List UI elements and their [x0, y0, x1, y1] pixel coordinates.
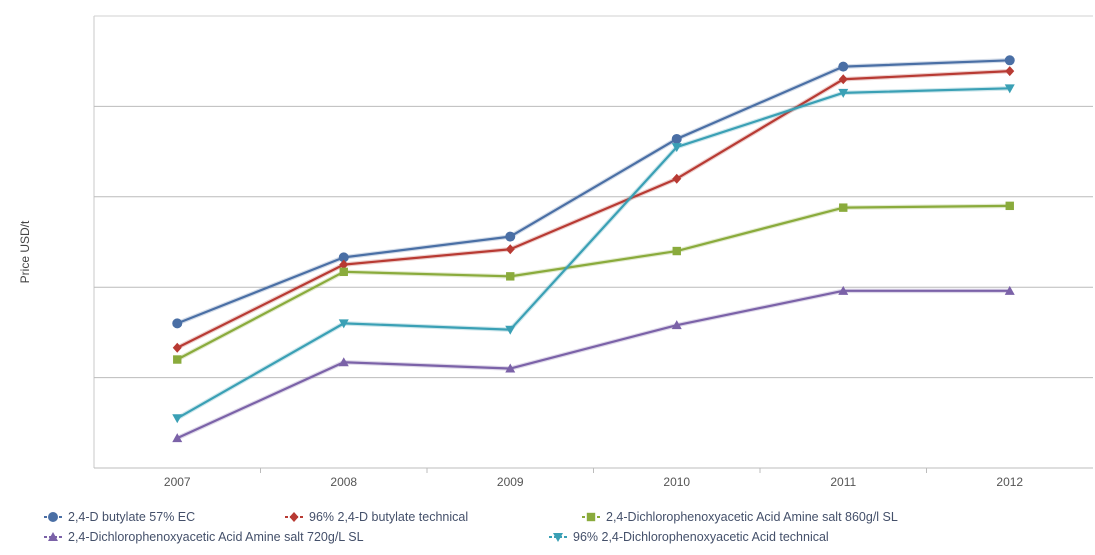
data-point: [838, 88, 849, 98]
legend-label: 96% 2,4-Dichlorophenoxyacetic Acid techn…: [573, 530, 829, 544]
series-line-halo: [176, 68, 1010, 350]
data-point: [172, 318, 183, 329]
plot-area: [93, 15, 1093, 473]
legend-label: 2,4-Dichlorophenoxyacetic Acid Amine sal…: [606, 510, 898, 524]
legend-item: 96% 2,4-D butylate technical: [285, 510, 468, 524]
legend-label: 2,4-Dichlorophenoxyacetic Acid Amine sal…: [68, 530, 364, 544]
data-point: [339, 267, 348, 277]
data-point: [838, 285, 849, 295]
series-group: [172, 285, 1015, 443]
series-line-halo: [176, 203, 1010, 362]
legend-swatch-marker: [48, 512, 58, 522]
legend-item: 96% 2,4-Dichlorophenoxyacetic Acid techn…: [549, 530, 829, 544]
y-axis-label: Price USD/t: [18, 220, 32, 283]
data-point: [172, 414, 183, 424]
series-group: [173, 201, 1014, 364]
x-tick-label: 2007: [164, 475, 191, 489]
legend-label: 96% 2,4-D butylate technical: [309, 510, 468, 524]
data-point: [338, 252, 349, 263]
data-point: [505, 325, 516, 335]
data-point: [506, 272, 515, 281]
data-point: [838, 61, 849, 72]
x-tick-label: 2012: [996, 475, 1023, 489]
series-line-halo: [176, 288, 1010, 441]
x-tick-label: 2010: [663, 475, 690, 489]
data-point: [339, 259, 349, 270]
data-point: [1005, 66, 1015, 77]
data-point: [671, 143, 682, 153]
data-point: [505, 244, 515, 255]
data-point: [1004, 84, 1015, 94]
legend-swatch-marker: [48, 532, 58, 541]
legend-swatch-marker: [289, 512, 299, 522]
series-group: [172, 84, 1015, 424]
x-tick-label: 2011: [830, 475, 856, 489]
series-line: [176, 289, 1010, 440]
legend-label: 2,4-D butylate 57% EC: [68, 510, 195, 524]
legend-item: 2,4-D butylate 57% EC: [44, 510, 195, 524]
series-group: [172, 55, 1015, 329]
series-line: [176, 204, 1010, 361]
data-point: [338, 357, 349, 367]
data-point: [671, 320, 682, 330]
series-line-halo: [176, 86, 1010, 421]
legend-swatch-marker: [586, 512, 596, 522]
data-point: [671, 133, 682, 144]
legend-swatch-marker: [553, 533, 563, 542]
data-point: [173, 355, 182, 364]
data-point: [839, 203, 848, 212]
series-group: [172, 66, 1015, 353]
data-point: [672, 173, 682, 184]
series-line: [176, 70, 1010, 349]
data-point: [672, 246, 681, 256]
legend-item: 2,4-Dichlorophenoxyacetic Acid Amine sal…: [582, 510, 898, 524]
data-point: [1004, 55, 1015, 66]
x-tick-label: 2009: [497, 475, 524, 489]
x-tick-label: 2008: [330, 475, 357, 489]
data-point: [505, 363, 516, 373]
series-line: [176, 59, 1010, 325]
data-point: [172, 433, 183, 443]
data-point: [1004, 285, 1015, 295]
data-point: [338, 319, 349, 329]
legend-item: 2,4-Dichlorophenoxyacetic Acid Amine sal…: [44, 530, 364, 544]
data-point: [172, 342, 182, 353]
data-point: [838, 74, 848, 85]
data-point: [1005, 201, 1014, 211]
data-point: [505, 231, 516, 242]
series-line: [176, 87, 1010, 420]
